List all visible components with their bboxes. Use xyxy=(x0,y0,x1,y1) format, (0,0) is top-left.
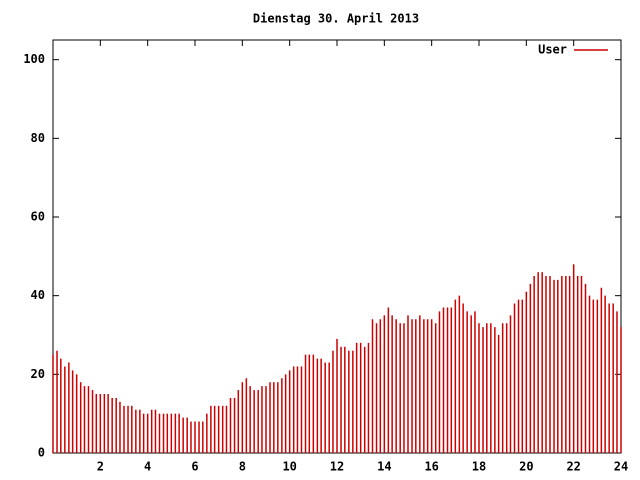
y-tick-label: 20 xyxy=(31,367,45,381)
x-tick-label: 8 xyxy=(239,460,246,474)
x-tick-label: 22 xyxy=(566,460,580,474)
x-tick-label: 24 xyxy=(614,460,628,474)
chart-title: Dienstag 30. April 2013 xyxy=(253,12,419,26)
y-tick-label: 80 xyxy=(31,131,45,145)
y-tick-label: 100 xyxy=(23,52,45,66)
y-tick-label: 40 xyxy=(31,288,45,302)
x-tick-label: 2 xyxy=(97,460,104,474)
x-tick-label: 16 xyxy=(424,460,438,474)
x-tick-label: 10 xyxy=(282,460,296,474)
x-tick-label: 18 xyxy=(472,460,486,474)
x-tick-label: 6 xyxy=(191,460,198,474)
x-tick-label: 4 xyxy=(144,460,151,474)
x-tick-label: 14 xyxy=(377,460,391,474)
legend-label: User xyxy=(538,43,567,57)
y-tick-label: 60 xyxy=(31,210,45,224)
y-tick-label: 0 xyxy=(38,446,45,460)
x-tick-label: 20 xyxy=(519,460,533,474)
x-tick-label: 12 xyxy=(330,460,344,474)
